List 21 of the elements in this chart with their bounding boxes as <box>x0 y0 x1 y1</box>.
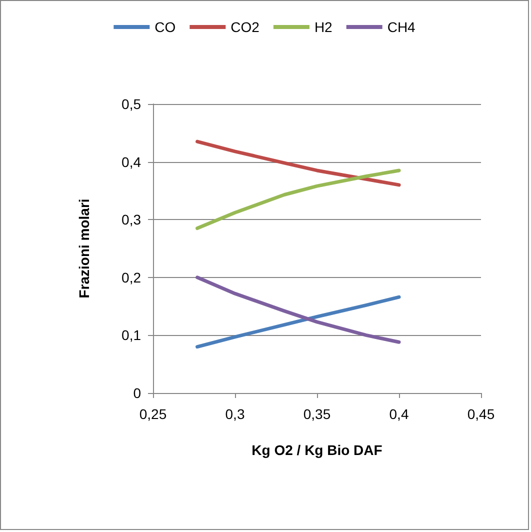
line-series <box>196 168 401 230</box>
y-axis-title: Frazioni molari <box>76 198 92 298</box>
y-tick-label: 0 <box>133 385 142 401</box>
legend-label: CH4 <box>387 19 416 35</box>
legend-label: CO2 <box>230 19 260 35</box>
x-tick-label: 0,45 <box>467 406 495 422</box>
legend-label: CO <box>154 19 176 35</box>
y-tick-label: 0,2 <box>122 269 142 286</box>
x-tick-label: 0,25 <box>139 406 167 422</box>
y-tick-label: 0,4 <box>122 154 142 170</box>
line-series <box>196 140 401 187</box>
x-axis-title: Kg O2 / Kg Bio DAF <box>252 442 383 458</box>
x-tick-label: 0,3 <box>225 406 245 422</box>
x-tick-label: 0,35 <box>303 406 331 422</box>
line-series <box>196 295 401 349</box>
y-tick-label: 0,3 <box>122 212 142 228</box>
legend-label: H2 <box>314 19 333 35</box>
y-tick-label: 0,5 <box>122 96 142 112</box>
y-tick-label: 0,1 <box>122 327 142 344</box>
x-tick-label: 0,4 <box>389 406 409 422</box>
line-series <box>196 276 401 344</box>
